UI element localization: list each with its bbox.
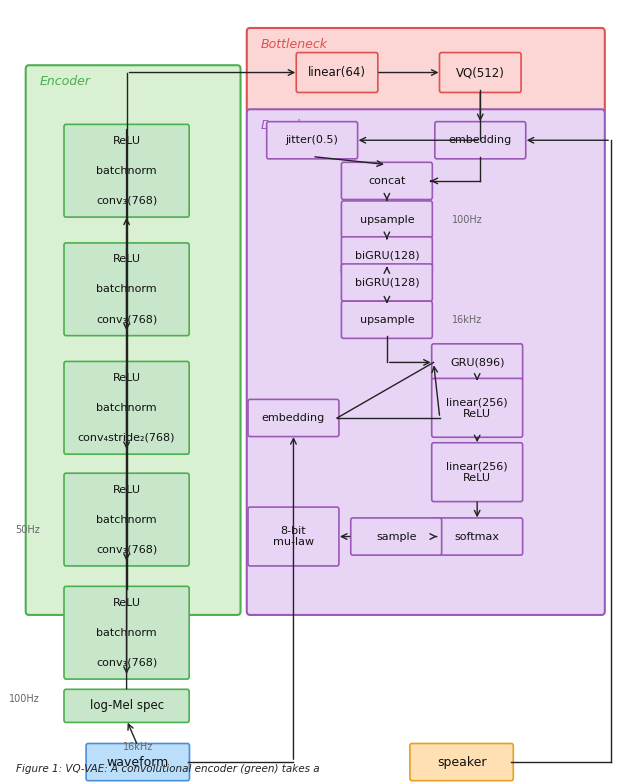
FancyBboxPatch shape <box>247 109 605 615</box>
Text: upsample: upsample <box>360 315 414 325</box>
FancyBboxPatch shape <box>64 473 189 566</box>
FancyBboxPatch shape <box>342 237 432 274</box>
Text: concat: concat <box>368 176 406 186</box>
Text: batchnorm: batchnorm <box>96 285 157 294</box>
Text: upsample: upsample <box>360 214 414 224</box>
Text: GRU(896): GRU(896) <box>450 357 504 368</box>
Text: ReLU: ReLU <box>112 373 141 383</box>
Text: 100Hz: 100Hz <box>452 214 483 224</box>
Text: 16kHz: 16kHz <box>452 315 482 325</box>
Text: ReLU: ReLU <box>112 485 141 495</box>
Text: batchnorm: batchnorm <box>96 515 157 525</box>
Text: 50Hz: 50Hz <box>15 525 40 535</box>
Text: conv₃(768): conv₃(768) <box>96 544 157 554</box>
FancyBboxPatch shape <box>26 65 241 615</box>
Text: waveform: waveform <box>107 755 169 769</box>
Text: log-Mel spec: log-Mel spec <box>90 699 164 712</box>
Text: Bottleneck: Bottleneck <box>261 38 328 51</box>
Text: linear(256)
ReLU: linear(256) ReLU <box>447 397 508 418</box>
Text: jitter(0.5): jitter(0.5) <box>286 135 338 145</box>
Text: VQ(512): VQ(512) <box>456 66 505 79</box>
FancyBboxPatch shape <box>64 689 189 723</box>
Text: biGRU(128): biGRU(128) <box>355 250 419 260</box>
Text: biGRU(128): biGRU(128) <box>355 278 419 288</box>
Text: speaker: speaker <box>437 755 486 769</box>
FancyBboxPatch shape <box>248 507 339 566</box>
FancyBboxPatch shape <box>435 122 526 159</box>
FancyBboxPatch shape <box>247 28 605 113</box>
FancyBboxPatch shape <box>410 744 513 780</box>
FancyBboxPatch shape <box>86 744 190 780</box>
Text: softmax: softmax <box>455 532 500 541</box>
Text: ReLU: ReLU <box>112 136 141 146</box>
FancyBboxPatch shape <box>64 361 189 454</box>
FancyBboxPatch shape <box>431 344 522 381</box>
Text: batchnorm: batchnorm <box>96 166 157 176</box>
FancyBboxPatch shape <box>440 52 521 92</box>
Text: 16kHz: 16kHz <box>122 741 153 752</box>
Text: ReLU: ReLU <box>112 254 141 264</box>
Text: Encoder: Encoder <box>40 75 91 88</box>
Text: sample: sample <box>376 532 416 541</box>
FancyBboxPatch shape <box>351 518 441 555</box>
FancyBboxPatch shape <box>248 400 339 436</box>
Text: embedding: embedding <box>262 413 325 423</box>
FancyBboxPatch shape <box>342 201 432 238</box>
FancyBboxPatch shape <box>64 243 189 335</box>
FancyBboxPatch shape <box>342 264 432 301</box>
FancyBboxPatch shape <box>342 163 432 199</box>
FancyBboxPatch shape <box>342 301 432 339</box>
Text: conv₃(768): conv₃(768) <box>96 314 157 324</box>
Text: batchnorm: batchnorm <box>96 403 157 413</box>
FancyBboxPatch shape <box>64 586 189 679</box>
FancyBboxPatch shape <box>431 518 522 555</box>
Text: Decoder: Decoder <box>261 120 314 132</box>
Text: conv₃(768): conv₃(768) <box>96 196 157 206</box>
Text: 100Hz: 100Hz <box>9 694 40 704</box>
FancyBboxPatch shape <box>296 52 378 92</box>
Text: ReLU: ReLU <box>112 598 141 608</box>
Text: linear(256)
ReLU: linear(256) ReLU <box>447 461 508 483</box>
Text: 8-bit
mu-law: 8-bit mu-law <box>273 526 314 547</box>
Text: batchnorm: batchnorm <box>96 628 157 637</box>
FancyBboxPatch shape <box>431 378 522 437</box>
Text: conv₄stride₂(768): conv₄stride₂(768) <box>78 432 175 443</box>
FancyBboxPatch shape <box>64 124 189 217</box>
Text: Figure 1: VQ-VAE: A convolutional encoder (green) takes a: Figure 1: VQ-VAE: A convolutional encode… <box>16 763 320 773</box>
FancyBboxPatch shape <box>431 443 522 501</box>
Text: embedding: embedding <box>448 135 512 145</box>
Text: conv₃(768): conv₃(768) <box>96 658 157 668</box>
FancyBboxPatch shape <box>267 122 357 159</box>
Text: linear(64): linear(64) <box>308 66 366 79</box>
